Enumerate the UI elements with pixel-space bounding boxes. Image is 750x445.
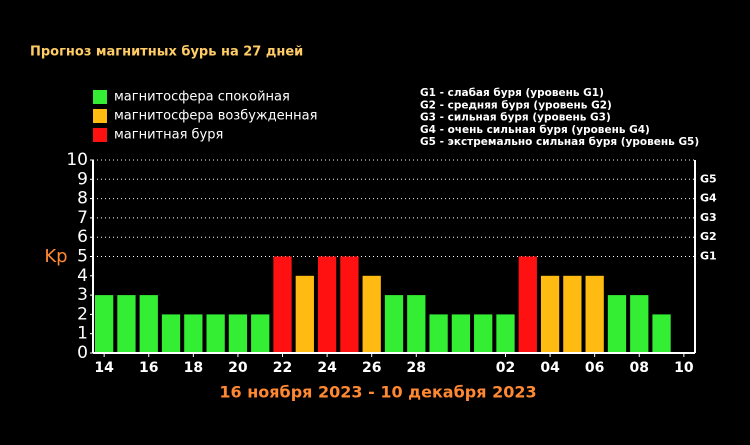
legend-swatch [93, 90, 107, 104]
y-tick-label: 6 [77, 227, 88, 247]
x-tick-label: 20 [228, 360, 248, 376]
y-tick-label: 10 [66, 150, 88, 170]
bar [451, 314, 471, 353]
x-tick-label: 28 [407, 360, 426, 376]
bar [474, 314, 493, 353]
x-tick-label: 04 [540, 360, 560, 376]
legend-label: магнитосфера возбужденная [114, 109, 317, 124]
bar [251, 314, 270, 353]
x-tick-label: 08 [630, 360, 649, 376]
bar [630, 295, 649, 353]
y2-tick-label: G5 [700, 172, 717, 185]
bar [563, 275, 582, 353]
bar [117, 295, 136, 353]
x-tick-label: 18 [184, 360, 203, 376]
bar [652, 314, 671, 353]
level-legend: G1 - слабая буря (уровень G1) [420, 87, 604, 99]
y2-tick-label: G3 [700, 211, 717, 224]
legend-label: магнитная буря [114, 128, 223, 143]
y2-tick-label: G1 [700, 250, 717, 263]
x-tick-label: 26 [362, 360, 381, 376]
bar [139, 295, 158, 353]
legend-label: магнитосфера спокойная [114, 90, 290, 105]
bar [184, 314, 203, 353]
y2-tick-label: G4 [700, 192, 717, 205]
bar [496, 314, 515, 353]
y-tick-label: 2 [77, 304, 88, 324]
bar [585, 275, 604, 353]
subtitle: 16 ноября 2023 - 10 декабря 2023 [219, 383, 536, 402]
bar [340, 256, 359, 353]
x-tick-label: 14 [94, 360, 114, 376]
bar [228, 314, 248, 353]
x-tick-label: 06 [585, 360, 604, 376]
y-tick-label: 1 [77, 324, 88, 344]
bar [206, 314, 225, 353]
bar [429, 314, 448, 353]
legend-swatch [93, 128, 107, 142]
y-tick-label: 4 [77, 266, 88, 286]
x-tick-label: 16 [139, 360, 158, 376]
x-tick-label: 02 [496, 360, 515, 376]
bar [295, 275, 314, 353]
y-tick-label: 7 [77, 208, 88, 228]
level-legend: G5 - экстремально сильная буря (уровень … [420, 136, 699, 148]
bar [407, 295, 426, 353]
y-tick-label: 5 [77, 247, 88, 267]
level-legend: G4 - очень сильная буря (уровень G4) [420, 124, 650, 136]
y-axis-label: Kp [44, 246, 67, 267]
bar [384, 295, 404, 353]
bar [518, 256, 537, 353]
bar [161, 314, 181, 353]
y-tick-label: 0 [77, 343, 88, 363]
y-tick-label: 8 [77, 189, 88, 209]
y-tick-label: 9 [77, 169, 88, 189]
bar [607, 295, 627, 353]
legend-swatch [93, 109, 107, 123]
chart-title: Прогноз магнитных бурь на 27 дней [30, 45, 303, 60]
bar [540, 275, 560, 353]
x-tick-label: 24 [317, 360, 337, 376]
y2-tick-label: G2 [700, 230, 717, 243]
x-tick-label: 22 [273, 360, 292, 376]
bar [362, 275, 381, 353]
level-legend: G3 - сильная буря (уровень G3) [420, 112, 611, 124]
y-tick-label: 3 [77, 285, 88, 305]
x-tick-label: 10 [674, 360, 694, 376]
bar [273, 256, 292, 353]
level-legend: G2 - средняя буря (уровень G2) [420, 99, 612, 111]
bar [95, 295, 114, 353]
bar [317, 256, 337, 353]
